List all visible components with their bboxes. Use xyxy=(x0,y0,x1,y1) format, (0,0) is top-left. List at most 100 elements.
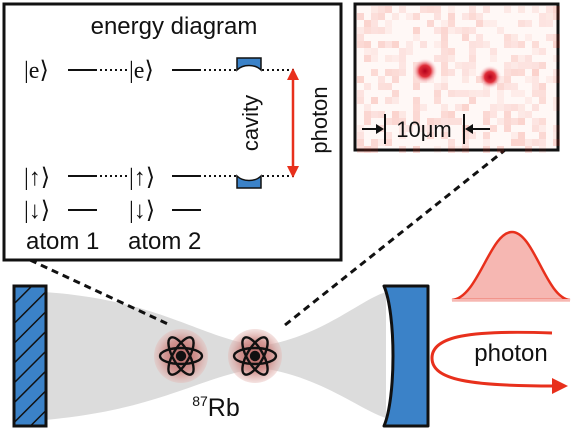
cavity-label: cavity xyxy=(238,95,263,151)
noise-pixel xyxy=(385,27,392,34)
noise-pixel xyxy=(511,34,518,41)
noise-pixel xyxy=(539,20,546,27)
noise-pixel xyxy=(553,139,560,146)
noise-pixel xyxy=(413,97,420,104)
noise-pixel xyxy=(462,125,469,132)
noise-pixel xyxy=(504,83,511,90)
energy-diagram-frame xyxy=(2,2,343,262)
noise-pixel xyxy=(532,104,539,111)
noise-pixel xyxy=(448,20,455,27)
noise-pixel xyxy=(546,76,553,83)
noise-pixel xyxy=(476,34,483,41)
noise-pixel xyxy=(434,97,441,104)
noise-pixel xyxy=(385,41,392,48)
noise-pixel xyxy=(539,118,546,125)
noise-pixel xyxy=(539,97,546,104)
noise-pixel xyxy=(385,97,392,104)
noise-pixel xyxy=(371,97,378,104)
left-mirror xyxy=(12,284,48,428)
noise-pixel xyxy=(441,111,448,118)
noise-pixel xyxy=(476,90,483,97)
scale-bar-left-arrowhead xyxy=(376,124,384,134)
noise-pixel xyxy=(420,125,427,132)
noise-pixel xyxy=(504,41,511,48)
noise-pixel xyxy=(553,97,560,104)
noise-pixel xyxy=(371,139,378,146)
noise-pixel xyxy=(357,34,364,41)
noise-pixel xyxy=(504,6,511,13)
noise-pixel xyxy=(441,27,448,34)
noise-pixel xyxy=(483,146,490,153)
noise-pixel xyxy=(427,20,434,27)
noise-pixel xyxy=(532,48,539,55)
noise-pixel xyxy=(385,6,392,13)
noise-pixel xyxy=(371,111,378,118)
noise-pixel xyxy=(434,13,441,20)
noise-pixel xyxy=(399,6,406,13)
atom-2 xyxy=(228,329,282,383)
noise-pixel xyxy=(455,90,462,97)
noise-pixel xyxy=(518,139,525,146)
zoom-line-right xyxy=(284,148,506,327)
noise-pixel xyxy=(399,132,406,139)
noise-pixel xyxy=(539,139,546,146)
noise-pixel xyxy=(385,139,392,146)
noise-pixel xyxy=(518,55,525,62)
noise-pixel xyxy=(539,146,546,153)
fluorescence-image-panel: 10μm xyxy=(353,2,560,153)
noise-pixel xyxy=(364,55,371,62)
noise-pixel xyxy=(553,69,560,76)
atom-icon xyxy=(158,336,204,376)
noise-pixel xyxy=(392,69,399,76)
noise-pixel xyxy=(462,104,469,111)
noise-pixel xyxy=(462,76,469,83)
noise-pixel xyxy=(399,55,406,62)
noise-pixel xyxy=(364,48,371,55)
fluorescence-spot-atom1 xyxy=(412,58,438,84)
noise-pixel xyxy=(553,13,560,20)
noise-pixel xyxy=(504,69,511,76)
noise-pixel xyxy=(532,139,539,146)
photon-transition-label: photon xyxy=(307,86,332,153)
noise-pixel xyxy=(539,90,546,97)
noise-pixel xyxy=(483,41,490,48)
noise-pixel xyxy=(441,132,448,139)
noise-pixel xyxy=(378,83,385,90)
noise-pixel xyxy=(469,27,476,34)
noise-pixel xyxy=(455,62,462,69)
noise-pixel xyxy=(427,118,434,125)
noise-pixel xyxy=(511,132,518,139)
noise-pixel xyxy=(392,90,399,97)
noise-pixel xyxy=(539,125,546,132)
noise-pixel xyxy=(539,132,546,139)
noise-pixel xyxy=(525,146,532,153)
noise-pixel xyxy=(504,125,511,132)
fluorescence-image-frame xyxy=(353,2,560,152)
noise-pixel xyxy=(399,69,406,76)
noise-pixel xyxy=(462,132,469,139)
fluorescence-spot-atom2 xyxy=(478,65,502,89)
noise-pixel xyxy=(511,55,518,62)
noise-pixel xyxy=(385,20,392,27)
noise-pixel xyxy=(483,111,490,118)
noise-pixel xyxy=(406,125,413,132)
noise-pixel xyxy=(420,104,427,111)
noise-pixel xyxy=(455,104,462,111)
noise-pixel xyxy=(546,20,553,27)
noise-pixel xyxy=(525,97,532,104)
noise-pixel xyxy=(357,13,364,20)
noise-pixel xyxy=(483,118,490,125)
noise-pixel xyxy=(434,55,441,62)
noise-pixel xyxy=(532,125,539,132)
noise-pixel xyxy=(357,27,364,34)
noise-pixel xyxy=(518,118,525,125)
noise-pixel xyxy=(504,76,511,83)
noise-pixel xyxy=(371,13,378,20)
noise-pixel xyxy=(497,90,504,97)
noise-pixel xyxy=(469,13,476,20)
noise-pixel xyxy=(469,41,476,48)
noise-pixel xyxy=(434,6,441,13)
scale-bar-label: 10μm xyxy=(396,117,451,142)
cavity-scene xyxy=(12,284,430,428)
noise-pixel xyxy=(420,6,427,13)
